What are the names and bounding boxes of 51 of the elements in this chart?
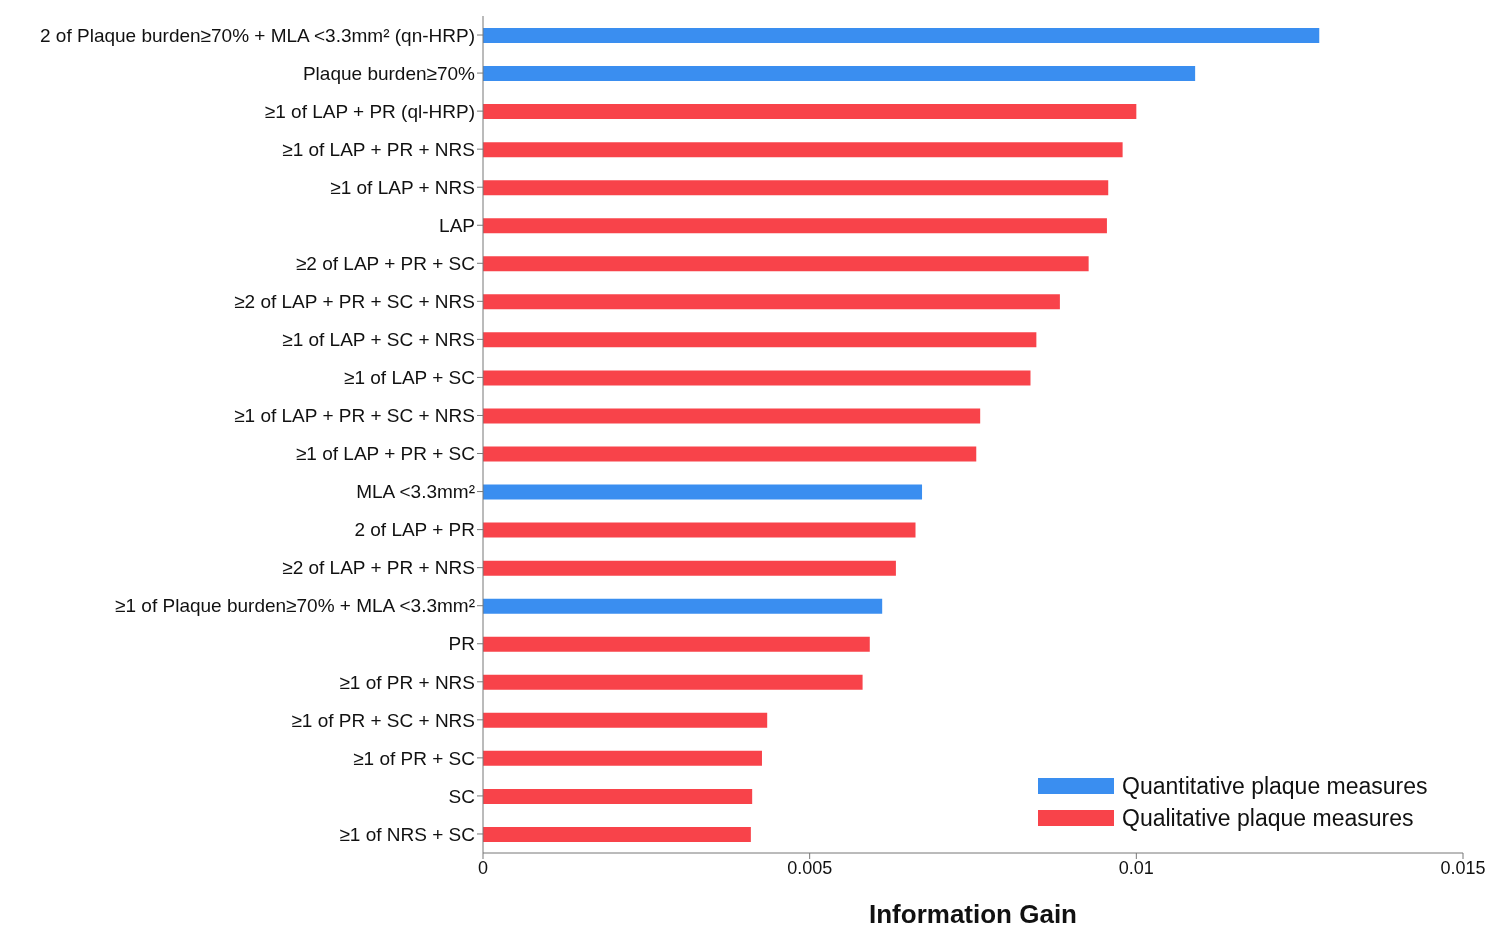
y-tick-label: ≥1 of NRS + SC: [339, 823, 475, 845]
bar: [483, 636, 870, 652]
x-tick-label: 0.01: [1118, 857, 1154, 878]
bar: [483, 750, 762, 766]
y-tick-label: ≥2 of LAP + PR + SC + NRS: [234, 291, 475, 313]
bar: [483, 294, 1060, 310]
y-tick-label: 2 of Plaque burden≥70% + MLA <3.3mm² (qn-HRP): [40, 24, 475, 46]
y-tick-label: ≥2 of LAP + PR + NRS: [282, 557, 475, 579]
y-tick-label: Plaque burden≥70%: [302, 62, 476, 84]
x-tick-label: 0.015: [1440, 857, 1486, 878]
y-tick-label: SC: [448, 785, 475, 807]
y-tick-label: PR: [448, 633, 475, 655]
legend-label: Qualitative plaque measures: [1121, 804, 1415, 833]
bar: [483, 66, 1196, 82]
bar: [483, 332, 1037, 348]
y-tick-label: ≥1 of LAP + SC + NRS: [282, 329, 475, 351]
bar: [483, 408, 981, 424]
x-tick-label: 0.005: [787, 857, 833, 878]
y-tick-label: 2 of LAP + PR: [354, 519, 475, 541]
y-tick-label: ≥1 of LAP + PR (ql-HRP): [264, 100, 475, 122]
bar: [483, 142, 1123, 158]
y-tick-label: ≥2 of LAP + PR + SC: [295, 253, 475, 275]
y-tick-label: ≥1 of LAP + PR + SC + NRS: [234, 405, 475, 427]
x-tick-label: 0: [477, 857, 489, 878]
bar: [483, 788, 753, 804]
bar: [483, 522, 916, 538]
bar: [483, 674, 863, 690]
y-tick-label: MLA <3.3mm²: [356, 481, 475, 503]
y-tick-label: ≥1 of LAP + PR + SC: [295, 443, 475, 465]
bar: [483, 218, 1107, 234]
y-tick-label: ≥1 of LAP + PR + NRS: [282, 138, 475, 160]
y-tick-label: ≥1 of PR + NRS: [339, 671, 475, 693]
x-axis-title: Information Gain: [869, 899, 1077, 929]
y-tick-label: LAP: [439, 214, 475, 236]
bar: [483, 180, 1109, 196]
y-tick-label: ≥1 of LAP + NRS: [330, 176, 475, 198]
y-tick-label: ≥1 of PR + SC + NRS: [291, 709, 475, 731]
bar: [483, 28, 1320, 43]
bar: [483, 484, 923, 500]
bar: [483, 598, 883, 614]
bar: [483, 370, 1031, 386]
bar: [483, 826, 751, 842]
y-tick-label: ≥1 of Plaque burden≥70% + MLA <3.3mm²: [115, 595, 475, 617]
bar: [483, 256, 1089, 272]
y-tick-label: ≥1 of LAP + SC: [343, 367, 475, 389]
y-tick-label: ≥1 of PR + SC: [353, 747, 475, 769]
bar: [483, 712, 768, 728]
bar: [483, 446, 977, 462]
bar: [483, 560, 896, 576]
legend-label: Quantitative plaque measures: [1121, 772, 1428, 801]
bar: [483, 104, 1137, 120]
